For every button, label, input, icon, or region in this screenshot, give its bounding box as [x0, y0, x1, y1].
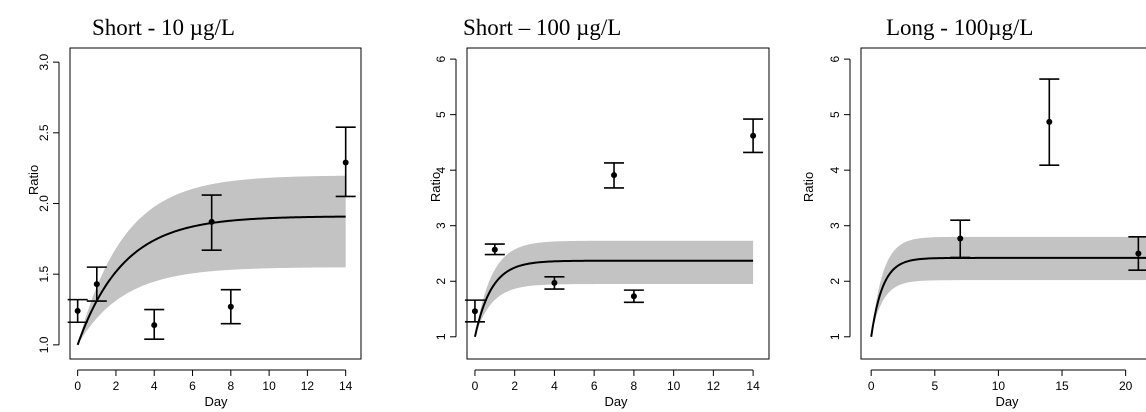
y-tick-label: 1: [434, 333, 448, 340]
data-point: [151, 322, 158, 329]
panel-title: Short – 100 µg/L: [463, 15, 621, 40]
data-point: [957, 235, 964, 242]
data-point: [227, 303, 234, 310]
panel-short-10: Short - 10 µg/L Day Ratio 0 2 4 6 8 10 12 14 1.0…: [26, 15, 362, 409]
x-tick-label: 10: [992, 379, 1006, 393]
y-tick-label: 3.0: [37, 53, 51, 70]
y-tick-label: 6: [434, 55, 448, 62]
x-tick-label: 14: [339, 379, 353, 393]
plot-frame: [69, 47, 362, 360]
data-point: [1135, 250, 1142, 257]
x-axis-label: Day: [995, 394, 1019, 409]
y-tick-label: 4: [828, 167, 842, 174]
data-point: [551, 279, 558, 286]
data-point: [342, 159, 349, 166]
x-axis-label: Day: [604, 394, 628, 409]
data-point: [611, 172, 618, 179]
y-tick-label: 2: [828, 278, 842, 285]
y-axis-label: Ratio: [801, 172, 816, 202]
confidence-band: [871, 236, 1146, 337]
y-tick-label: 2.0: [37, 195, 51, 212]
data-point: [630, 293, 637, 300]
x-tick-label: 8: [631, 379, 638, 393]
x-tick-label: 6: [591, 379, 598, 393]
fitted-curve: [870, 256, 1146, 337]
x-tick-label: 0: [472, 379, 479, 393]
y-tick-label: 5: [828, 111, 842, 118]
x-tick-label: 4: [151, 379, 158, 393]
y-tick-label: 1.5: [37, 266, 51, 283]
x-tick-label: 14: [746, 379, 760, 393]
x-tick-label: 0: [868, 379, 875, 393]
y-tick-label: 2: [434, 278, 448, 285]
panel-short-100: Short – 100 µg/L Day Ratio 0 2 4 6 8 10 12 1412…: [428, 15, 770, 409]
plot-area: 0 5 10 15 20 1 2 3 4 5 6: [828, 47, 1146, 393]
x-tick-label: 5: [931, 379, 938, 393]
x-tick-label: 12: [707, 379, 721, 393]
x-tick-label: 4: [551, 379, 558, 393]
data-point: [74, 307, 81, 314]
fitted-curve: [473, 259, 754, 338]
y-tick-label: 3: [828, 222, 842, 229]
data-point: [1046, 118, 1053, 125]
data-point: [471, 308, 478, 315]
data-point: [93, 281, 100, 288]
y-tick-label: 5: [434, 111, 448, 118]
data-point: [491, 246, 498, 253]
plot-area: 0 2 4 6 8 10 12 14 1.0 1.5 2.0 2.5 3.0: [37, 47, 362, 393]
data-point: [208, 218, 215, 225]
y-tick-label: 1: [828, 333, 842, 340]
y-tick-label: 6: [828, 55, 842, 62]
data-point: [750, 132, 757, 139]
x-tick-label: 8: [227, 379, 234, 393]
plot-frame: [860, 47, 1146, 360]
y-axis-label: Ratio: [26, 165, 41, 195]
confidence-band: [474, 240, 754, 337]
y-tick-label: 3: [434, 222, 448, 229]
x-tick-label: 2: [511, 379, 518, 393]
x-tick-label: 6: [189, 379, 196, 393]
x-tick-label: 15: [1055, 379, 1069, 393]
panel-title: Short - 10 µg/L: [92, 15, 235, 40]
panel-title: Long - 100µg/L: [886, 15, 1033, 40]
x-tick-label: 10: [667, 379, 681, 393]
plot-frame: [466, 47, 770, 360]
x-tick-label: 12: [301, 379, 315, 393]
y-tick-label: 4: [434, 167, 448, 174]
y-axis-label: Ratio: [428, 172, 443, 202]
panel-long-100: Long - 100µg/L Day Ratio 0 5 10 15 20 1 2 3 4 5 6: [801, 15, 1146, 409]
x-tick-label: 0: [74, 379, 81, 393]
x-tick-label: 2: [113, 379, 120, 393]
x-tick-label: 20: [1119, 379, 1133, 393]
y-tick-label: 1.0: [37, 336, 51, 353]
x-tick-label: 10: [262, 379, 276, 393]
y-tick-label: 2.5: [37, 124, 51, 141]
x-axis-label: Day: [204, 394, 228, 409]
